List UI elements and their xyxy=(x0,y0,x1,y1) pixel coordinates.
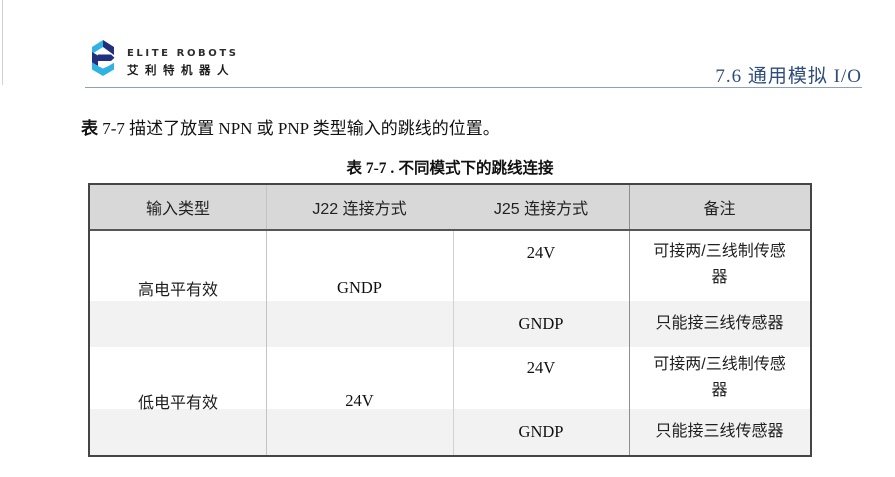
elite-logo-icon xyxy=(92,40,115,76)
table-alt-row-band-1 xyxy=(90,301,810,347)
table-caption-label: 表 7-7 . xyxy=(346,160,395,177)
cell-j25-high-2: GNDP xyxy=(518,314,564,333)
column-divider-2 xyxy=(453,229,454,455)
cell-remark-high-1: 可接两/三线制传感器 xyxy=(629,229,810,301)
jumper-connection-table: 输入类型 J22 连接方式 J25 连接方式 备注 高电平有效 GNDP 24V… xyxy=(88,183,812,457)
brand-logo: ELITE ROBOTS 艾利特机器人 xyxy=(88,39,239,78)
brand-name-cn: 艾利特机器人 xyxy=(127,65,235,77)
cell-j22-low: 24V xyxy=(345,391,374,410)
brand-name-en: ELITE ROBOTS xyxy=(127,48,239,59)
cell-j22-high: GNDP xyxy=(337,278,382,297)
table-caption: 表 7-7 . 不同模式下的跳线连接 xyxy=(88,156,812,178)
cell-j25-high-1: 24V xyxy=(526,243,556,262)
cell-remark-high-2: 只能接三线传感器 xyxy=(629,301,810,347)
header-divider xyxy=(85,87,862,88)
page-edge-line xyxy=(2,0,3,85)
table-header-band xyxy=(90,185,810,229)
cell-input-type-high: 高电平有效 xyxy=(137,282,218,299)
cell-j25-low-2: GNDP xyxy=(518,422,564,441)
table-alt-row-band-2 xyxy=(90,409,810,455)
header-cell-remark: 备注 xyxy=(703,201,736,218)
column-divider-1 xyxy=(266,185,267,455)
remark-text: 可接两/三线制传感器 xyxy=(653,356,786,399)
header-cell-input-type: 输入类型 xyxy=(145,201,210,218)
table-caption-title: 不同模式下的跳线连接 xyxy=(394,160,554,177)
cell-remark-low-2: 只能接三线传感器 xyxy=(629,409,810,455)
column-divider-3 xyxy=(629,185,630,455)
remark-text: 只能接三线传感器 xyxy=(655,315,784,333)
header-row-divider xyxy=(90,229,810,231)
header-cell-j25: J25 连接方式 xyxy=(493,201,589,218)
intro-paragraph: 表 7-7 描述了放置 NPN 或 PNP 类型输入的跳线的位置。 xyxy=(81,114,500,139)
cell-remark-low-1: 可接两/三线制传感器 xyxy=(629,347,810,409)
remark-text: 只能接三线传感器 xyxy=(655,423,784,441)
cell-j25-low-1: 24V xyxy=(526,358,556,377)
remark-text: 可接两/三线制传感器 xyxy=(653,243,786,286)
section-heading: 7.6 通用模拟 I/O xyxy=(715,66,862,87)
intro-text: 7-7 描述了放置 NPN 或 PNP 类型输入的跳线的位置。 xyxy=(98,119,500,138)
cell-input-type-low: 低电平有效 xyxy=(137,395,218,412)
header-cell-j22: J22 连接方式 xyxy=(312,201,407,218)
intro-bold-prefix: 表 xyxy=(81,119,98,138)
